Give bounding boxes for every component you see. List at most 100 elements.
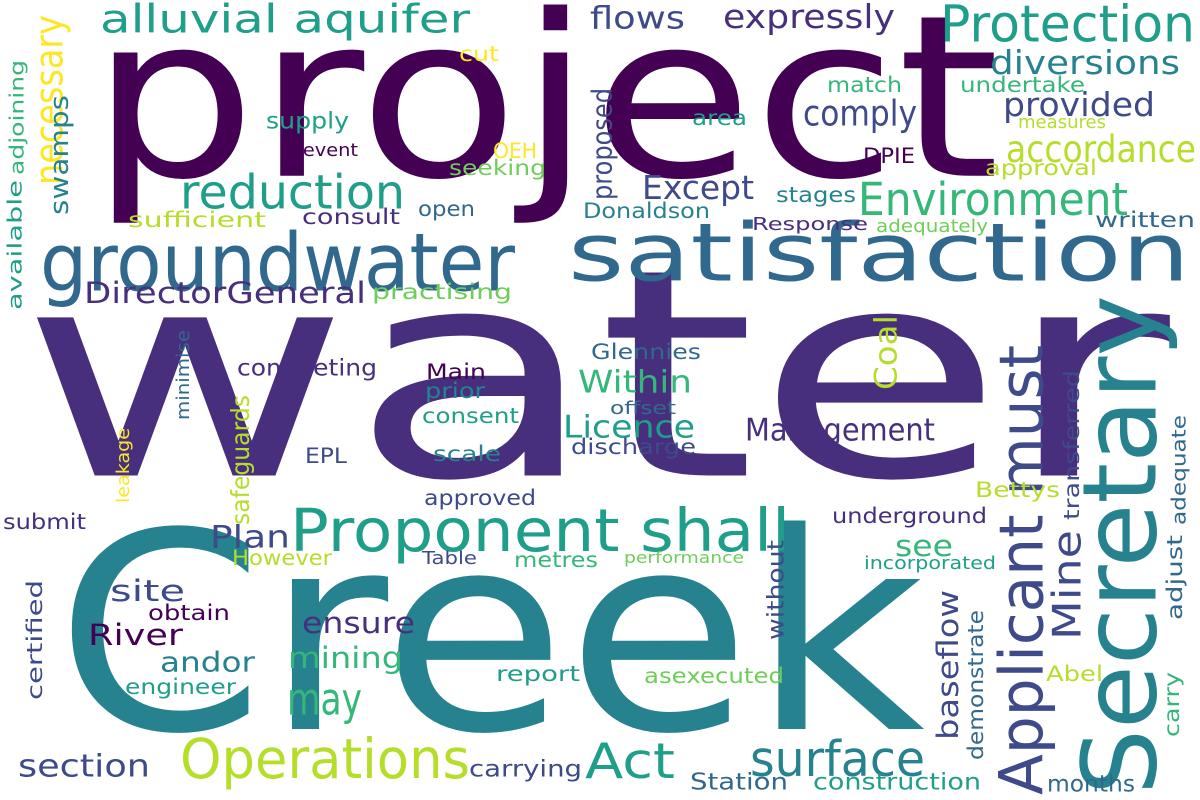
word-metres: metres [514,548,598,573]
word-accordance: accordance [1006,127,1196,171]
word-adequate: adequate [1167,415,1190,525]
word-satisfaction: satisfaction [568,206,1190,300]
word-licence: Licence [563,409,695,445]
word-proponent-shall: Proponent shall [290,496,790,565]
word-act: Act [585,733,675,790]
word-section: section [18,748,150,784]
word-baseflow: baseflow [931,590,965,740]
word-asexecuted: asexecuted [644,664,784,689]
word-incorporated: incorporated [864,554,996,574]
word-discharge: discharge [571,435,696,460]
word-scale: scale [433,442,501,467]
word-swamps: swamps [45,95,75,215]
word-underground: underground [832,504,987,529]
word-match: match [827,73,902,98]
word-see: see [895,529,953,563]
word-approval: approval [985,156,1097,181]
word-approved: approved [424,486,536,511]
word-area: area [692,106,747,131]
word-station: Station [690,767,788,795]
word-creek: Creek [55,474,925,794]
word-stages: stages [776,183,856,208]
word-oeh: OEH [493,139,537,164]
word-diversions: diversions [990,43,1180,82]
word-glennies: Glennies [591,340,701,365]
word-cut: cut [459,42,499,67]
word-flows: flows [590,0,685,36]
word-environment: Environment [858,173,1128,226]
word-written: written [1095,208,1195,233]
word-alluvial-aquifer: alluvial aquifer [100,0,471,43]
word-leakage: leakage [114,428,134,503]
word-adjoining: adjoining [5,60,28,175]
word-site: site [110,574,185,608]
word-construction: construction [813,767,981,795]
word-operations: Operations [180,727,470,791]
word-certified: certified [23,580,48,700]
word-carry: carry [1160,672,1185,737]
word-ensure: ensure [302,606,415,640]
word-sufficient: sufficient [128,208,266,233]
word-measures: measures [1018,113,1106,133]
word-submit: submit [3,510,86,535]
word-secretary: Secretary [1060,295,1180,795]
word-expressly: expressly [723,0,895,36]
word-consent: consent [422,404,519,429]
word-engineer: engineer [125,675,236,700]
word-completing: completing [237,353,377,381]
word-however: However [232,546,332,571]
word-donaldson: Donaldson [583,199,710,224]
word-water: water [20,208,1174,544]
word-adjust: adjust [1163,535,1188,620]
word-demonstrate: demonstrate [964,610,989,760]
word-surface: surface [750,731,925,788]
word-seeking: seeking [449,156,546,181]
word-comply: comply [803,94,917,135]
word-carrying: carrying [469,754,582,782]
word-supply: supply [266,106,349,134]
word-project: project [90,0,1000,230]
word-open: open [418,197,475,222]
word-consult: consult [302,205,400,230]
word-except: Except [642,168,754,207]
word-groundwater: groundwater [40,216,516,310]
word-without: without [761,540,789,640]
word-provided: provided [1003,85,1155,124]
word-reduction: reduction [180,166,405,221]
word-within: Within [578,364,692,400]
word-applicant-must: Applicant must [987,345,1057,795]
word-obtain: obtain [148,601,230,626]
word-response: Response [752,215,868,235]
word-andor: andor [160,647,256,678]
word-mining: mining [288,641,403,675]
word-table: Table [421,549,477,569]
word-main: Main [426,360,486,385]
word-protection: Protection [940,0,1195,55]
word-necessary: necessary [28,15,73,185]
word-safeguards: safeguards [226,395,255,525]
word-practising: practising [372,280,512,305]
word-epl: EPL [305,444,347,469]
word-proposed: proposed [587,88,618,200]
word-mine: Mine [1046,530,1091,640]
word-may: may [287,674,362,725]
word-performance: performance [624,548,744,567]
word-months: months [1047,769,1135,797]
word-coal: Coal [868,315,904,390]
word-transferred: transferred [1060,370,1085,520]
word-dpie: DPIE [863,144,915,169]
word-report: report [496,662,580,687]
word-river: River [88,618,184,652]
word-bettys: Bettys [975,478,1060,503]
word-directorgeneral: DirectorGeneral [84,276,366,310]
word-prior: prior [425,379,485,404]
word-abel: Abel [1046,662,1103,687]
word-prevent: prevent [283,141,358,161]
word-adequately: adequately [876,217,988,237]
word-minimise: minimise [174,330,194,420]
word-available: available [3,180,26,310]
word-undertake: undertake [960,73,1085,98]
